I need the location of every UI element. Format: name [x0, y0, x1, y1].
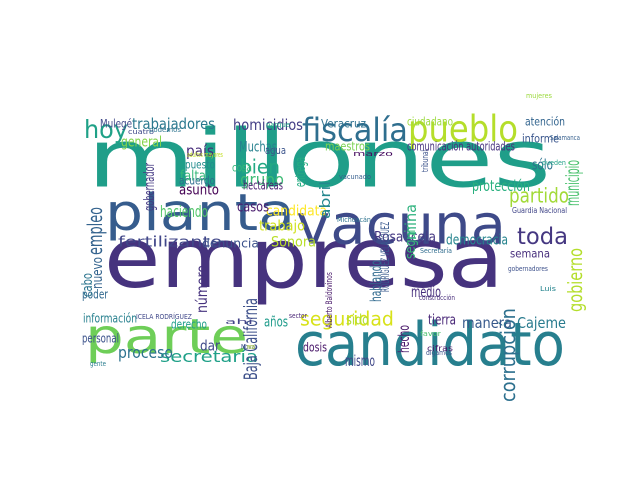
word-medio: medio — [411, 283, 441, 302]
word-municipio: municipio — [563, 160, 584, 206]
word-grupo: grupo — [240, 170, 285, 190]
word-planta: planta — [105, 182, 296, 242]
word-manera: manera — [462, 314, 512, 333]
word-dosis: dosis — [303, 339, 327, 355]
word-adultos-mayores: adultos mayores — [187, 151, 223, 160]
word-candidato: candidato — [295, 309, 565, 380]
word-favor: favor — [420, 330, 441, 339]
word-maestros: maestros — [325, 138, 370, 154]
word-mina: mina — [402, 204, 420, 240]
word-candidata: candidata — [266, 203, 327, 220]
word-cabo: cabo — [80, 272, 96, 297]
word-baja-california: Baja California — [241, 298, 262, 380]
word-toda: toda — [517, 224, 569, 251]
word-comunicacion-autoridades: comunicación autoridades — [407, 138, 515, 154]
word-atencion: atención — [525, 114, 566, 129]
word-tribunal: tribunal — [420, 150, 431, 172]
word-muchas: Muchas — [239, 139, 277, 156]
word-sonora: Sonora — [271, 234, 316, 251]
word-vacunado: vacunado — [339, 173, 371, 182]
word-alberto-baldovinos: Alberto Baldovinos — [324, 272, 335, 328]
word-trabajadores: trabajadores — [132, 115, 215, 134]
word-cuatro: cuatro — [128, 128, 154, 137]
word-seguridad: seguridad — [300, 307, 394, 331]
word-casos: casos — [237, 199, 269, 216]
word-bien: bien — [240, 155, 280, 179]
word-nova: Nova — [241, 343, 255, 352]
word-abril: abril — [318, 180, 334, 219]
word-solo: sólo — [532, 157, 553, 174]
word-rosa-icela: Rosa Icela — [374, 229, 436, 246]
word-dar: dar — [200, 338, 221, 355]
word-proceso: proceso — [118, 343, 173, 363]
word-ciudadano: ciudadano — [407, 114, 454, 129]
word-gobernador: gobernador — [142, 163, 158, 211]
word-informacion: información — [83, 310, 137, 326]
word-personal: personal — [82, 330, 119, 346]
word-mexicanos: mexicanos — [247, 343, 255, 352]
word-secretaria: Secretaría — [420, 247, 452, 256]
word-michoacan: Michoacán — [337, 216, 371, 225]
word-digamos: digamos — [426, 349, 452, 358]
word-empresa: empresa — [104, 210, 504, 308]
word-hecho: hecho — [395, 325, 413, 353]
word-haciendo: haciendo — [160, 202, 208, 222]
word-mujeres: mujeres — [526, 92, 552, 101]
word-poder: poder — [82, 286, 108, 302]
word-derecho: derecho — [171, 316, 207, 332]
word-icela-rodriguez: ICELA RODRÍGUEZ — [136, 313, 192, 322]
word-trabajo: trabajo — [259, 218, 305, 235]
word-fertilizante: fertilizante — [118, 234, 222, 251]
word-informe: informe — [522, 131, 560, 146]
word-cosa: cosa — [232, 160, 253, 175]
word-sido: sido — [346, 312, 370, 329]
word-hectareas: hectáreas — [243, 177, 283, 193]
word-ahi: ahí — [225, 318, 253, 327]
word-millones: millones — [87, 111, 552, 206]
word-acuerdo: acuerdo — [179, 173, 216, 188]
word-gobierno: gobierno — [564, 248, 587, 312]
word-entrega: entrega — [293, 157, 309, 187]
word-cajeme: Cajeme — [517, 314, 566, 333]
word-agua: agua — [265, 144, 286, 157]
word-luis: Luis — [540, 285, 556, 294]
word-construccion: construcción — [419, 294, 455, 303]
word-veracruz: Veracruz — [321, 116, 366, 131]
word-tierra: tierra — [428, 312, 457, 329]
word-mulege: Mulegé — [100, 116, 133, 131]
word-hoy: hoy — [84, 114, 128, 144]
word-parque: parque — [266, 121, 290, 130]
word-asunto: asunto — [179, 182, 219, 199]
word-denuncia: denuncia — [202, 235, 259, 251]
word-podemos: podemos — [149, 126, 181, 135]
word-gente: gente — [90, 360, 106, 369]
word-fiscalia: fiscalía — [302, 111, 408, 150]
word-gobernadores: gobernadores — [508, 265, 548, 274]
word-mismo: mismo — [345, 352, 375, 371]
word-homicidios: homicidios — [233, 116, 303, 135]
word-numero: número — [193, 265, 211, 313]
word-falta: falta — [180, 168, 206, 185]
word-salamanca: Salamanca — [550, 134, 580, 143]
word-partido: partido — [509, 183, 569, 208]
word-secretaria: secretaría — [160, 347, 258, 367]
word-semana: semana — [510, 246, 550, 261]
word-guardia-nacional: Guardia Nacional — [512, 206, 567, 216]
word-vacuna: vacuna — [296, 193, 507, 258]
word-pueden: pueden — [542, 159, 566, 168]
word-sector: sector — [289, 312, 307, 321]
word-empleo: empleo — [83, 207, 107, 255]
word-rodriguez-velazquez: RODRÍGUEZ VELÁZQUEZ — [378, 221, 392, 292]
word-pueblo: pueblo — [408, 107, 518, 151]
word-democracia: democracia — [446, 232, 508, 249]
word-marzo: marzo — [353, 150, 393, 159]
word-cifras: cifras — [427, 344, 453, 354]
word-anos: años — [264, 314, 289, 331]
word-parte: parte — [85, 309, 249, 366]
word-puesto: puesto — [185, 157, 215, 172]
word-pais: país — [186, 142, 214, 161]
word-general: general — [121, 134, 163, 151]
word-proteccion: protección — [472, 177, 530, 196]
